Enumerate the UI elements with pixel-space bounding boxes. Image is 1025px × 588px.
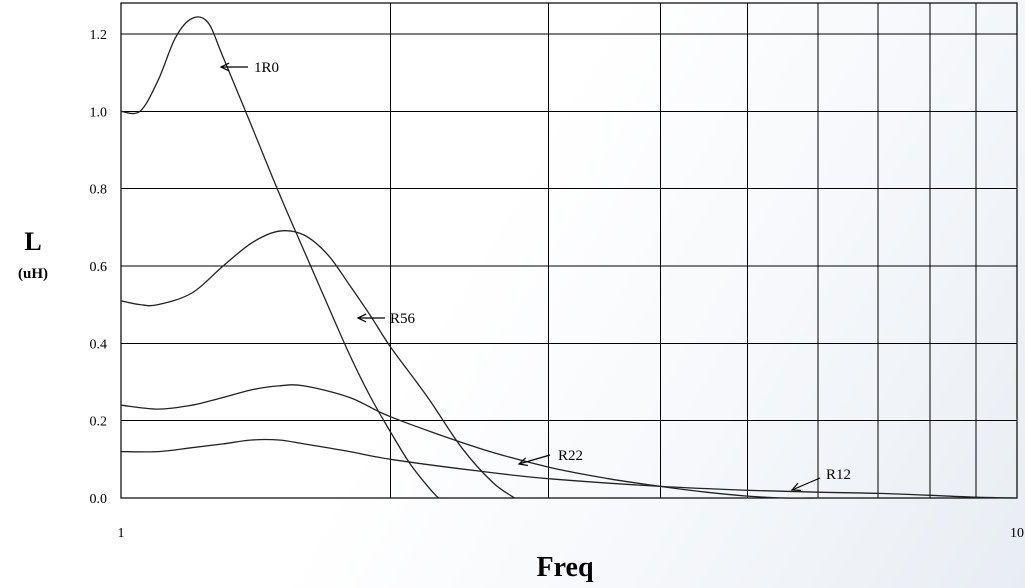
curves — [120, 16, 1018, 499]
annotation-1r0-arrowhead — [219, 62, 230, 72]
y-tick-label: 0.2 — [90, 415, 108, 430]
curve-annotations: 1R0 R56 R22 R12 — [219, 60, 851, 492]
grid — [120, 2, 1018, 499]
annotation-1r0-label: 1R0 — [254, 60, 279, 76]
x-tick-label: 10 — [1010, 526, 1024, 541]
annotation-r22-label: R22 — [558, 448, 583, 464]
x-tick-labels: 1 10 — [118, 526, 1025, 541]
annotation-r56-label: R56 — [390, 311, 416, 327]
y-tick-labels: 0.0 0.2 0.4 0.6 0.8 1.0 1.2 — [90, 28, 108, 507]
y-tick-label: 1.2 — [90, 28, 108, 43]
annotation-r22-arrowhead — [517, 457, 528, 467]
annotation-r12-arrowhead — [790, 482, 802, 492]
annotation-r56-arrowhead — [356, 313, 367, 323]
y-tick-label: 0.0 — [90, 492, 108, 507]
y-axis-label: L — [24, 227, 41, 256]
y-tick-label: 0.8 — [90, 183, 108, 198]
series-line-r12 — [120, 438, 1018, 499]
series-line-1r0 — [120, 16, 439, 499]
y-tick-label: 0.4 — [90, 337, 108, 352]
annotation-r22-arrow — [518, 454, 551, 465]
y-tick-label: 0.6 — [90, 260, 108, 275]
annotation-r12-arrow — [791, 477, 821, 491]
plot-frame — [120, 2, 1018, 499]
y-tick-label: 1.0 — [90, 105, 108, 120]
annotation-r12-label: R12 — [826, 467, 851, 483]
x-axis-label: Freq — [536, 552, 593, 583]
x-tick-label: 1 — [118, 526, 125, 541]
series-line-r56 — [120, 230, 515, 499]
y-axis-unit: (uH) — [18, 266, 48, 282]
series-line-r22 — [120, 384, 819, 499]
